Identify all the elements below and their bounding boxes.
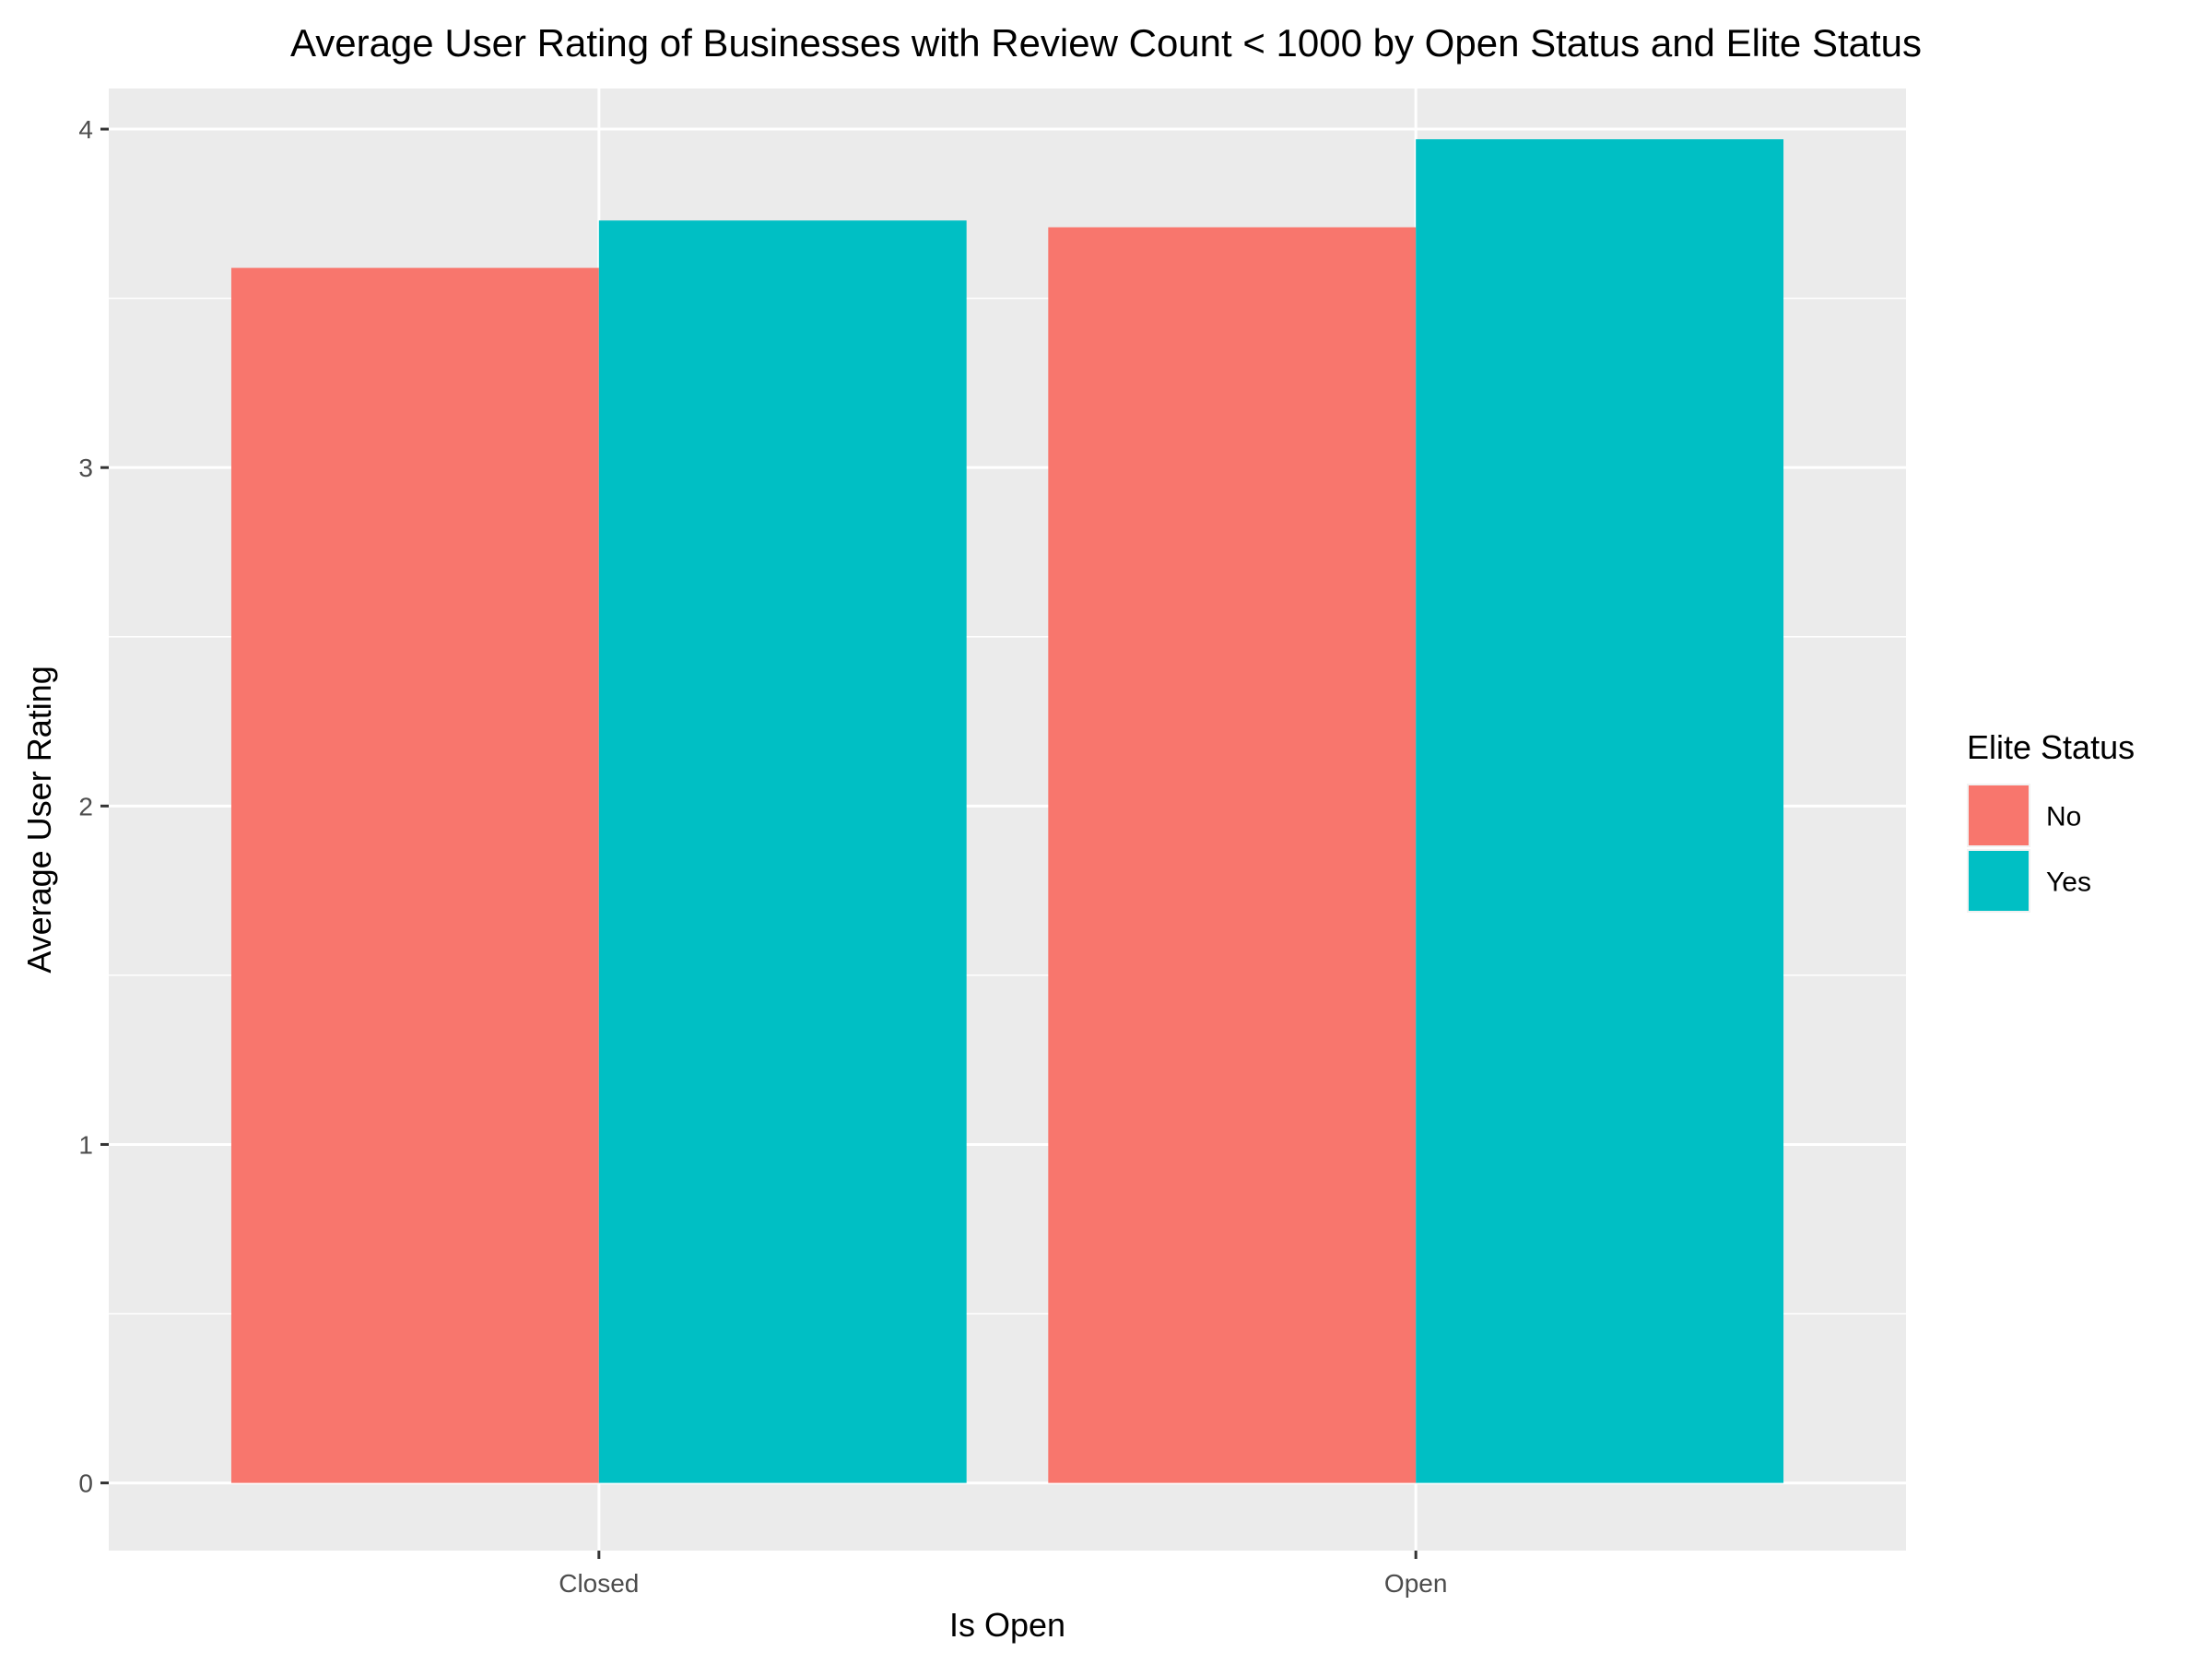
legend-key-no	[1969, 785, 2029, 845]
bar-no-closed	[230, 267, 599, 1483]
y-tick-label: 0	[78, 1469, 93, 1498]
legend-key-yes	[1969, 851, 2029, 911]
chart-title: Average User Rating of Businesses with R…	[290, 21, 1922, 65]
legend: Elite Status No Yes	[1967, 728, 2135, 913]
bar-yes-closed	[598, 220, 967, 1483]
legend-title: Elite Status	[1967, 728, 2135, 766]
x-axis: Closed Open	[559, 1551, 1447, 1598]
x-tick-label: Open	[1384, 1569, 1448, 1598]
y-axis-title: Average User Rating	[20, 666, 58, 974]
y-axis: 0 1 2 3 4	[78, 115, 109, 1498]
y-tick-label: 4	[78, 115, 93, 144]
y-tick-label: 3	[78, 454, 93, 482]
legend-keys: No Yes	[1967, 784, 2091, 913]
y-tick-label: 2	[78, 792, 93, 820]
y-tick-label: 1	[78, 1130, 93, 1159]
x-tick-label: Closed	[559, 1569, 639, 1598]
bar-yes-open	[1416, 139, 1784, 1483]
x-axis-title: Is Open	[949, 1606, 1065, 1644]
bar-no-open	[1048, 227, 1417, 1483]
legend-label-yes: Yes	[2046, 867, 2091, 898]
legend-label-no: No	[2046, 802, 2081, 832]
bars	[230, 139, 1784, 1483]
